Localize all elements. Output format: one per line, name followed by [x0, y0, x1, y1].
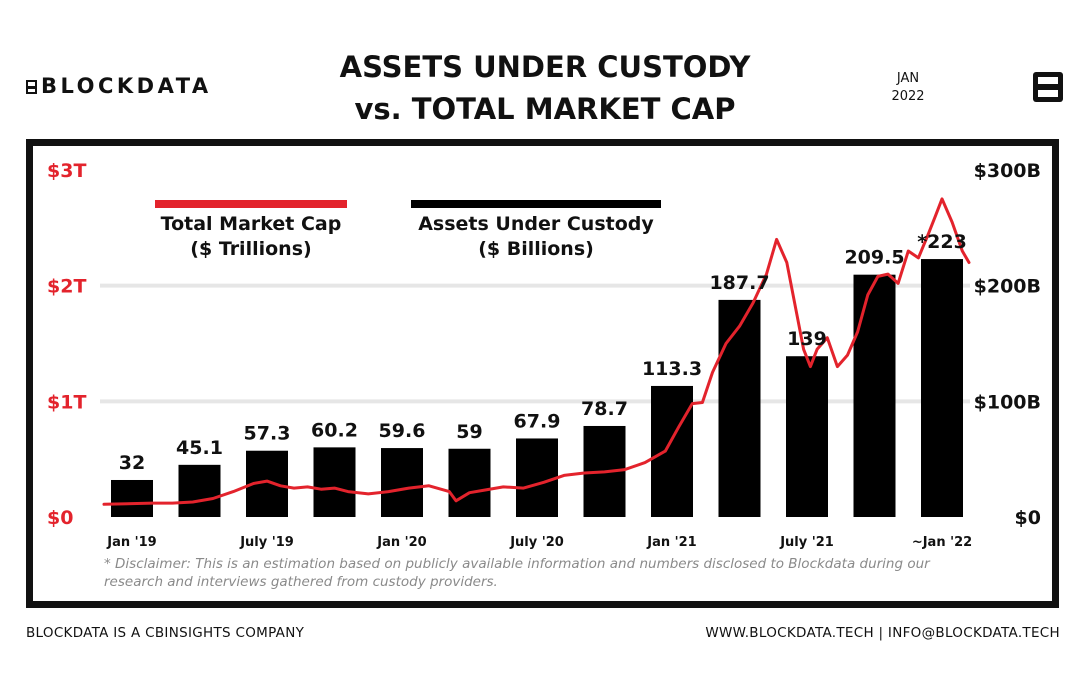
aum-bar-label: 67.9 [514, 410, 561, 432]
x-tick-label: July '20 [509, 535, 564, 550]
aum-bars [111, 259, 963, 517]
market-cap-line-layer [102, 197, 971, 506]
aum-bar [516, 438, 558, 517]
x-tick-label: ~Jan '22 [912, 535, 972, 550]
legend-label-market-cap: Total Market Cap [161, 213, 342, 235]
report-date: JAN 2022 [880, 70, 936, 106]
left-axis-tick-label: $2T [47, 276, 86, 298]
legend-swatch-market-cap [155, 200, 347, 208]
left-axis: $0 $1T $2T $3T [47, 160, 86, 529]
legend-label-aum: Assets Under Custody [418, 213, 654, 235]
market-cap-line [102, 197, 971, 506]
date-month: JAN [896, 71, 920, 86]
right-axis-tick-label: $300B [974, 160, 1041, 182]
aum-bar [651, 385, 693, 517]
aum-bar-label: 57.3 [244, 423, 291, 445]
x-axis-ticks: Jan '19 July '19 Jan '20 July '20 Jan '21 Jul… [106, 535, 972, 550]
blockdata-logo: BLOCKDATA [26, 74, 212, 98]
aum-bar-label: 60.2 [311, 419, 358, 441]
footer-company: BLOCKDATA IS A CBINSIGHTS COMPANY [26, 625, 305, 641]
legend-swatch-aum [411, 200, 661, 208]
aum-bar [448, 448, 491, 517]
logo-text: BLOCKDATA [41, 74, 212, 98]
x-tick-label: July '19 [239, 535, 294, 550]
aum-bar [178, 464, 221, 517]
aum-bar [921, 259, 963, 517]
right-axis-tick-label: $100B [974, 391, 1041, 413]
aum-bar-label: *223 [917, 231, 967, 253]
x-tick-label: Jan '21 [646, 535, 696, 550]
aum-bar [381, 448, 423, 517]
right-axis-tick-label: $200B [974, 276, 1041, 298]
left-axis-tick-label: $0 [47, 507, 73, 529]
left-axis-tick-label: $1T [47, 391, 86, 413]
grid-layer [100, 283, 970, 404]
footer-contact: WWW.BLOCKDATA.TECH | INFO@BLOCKDATA.TECH [705, 625, 1060, 641]
aum-bar-label: 59 [456, 421, 482, 443]
date-year: 2022 [891, 89, 925, 104]
title-line-2: vs. TOTAL MARKET CAP [354, 92, 736, 126]
blockdata-mark-icon [26, 80, 37, 94]
aum-bar-label: 59.6 [379, 420, 426, 442]
aum-bar-label: 113.3 [642, 358, 702, 380]
legend-unit-aum: ($ Billions) [478, 238, 594, 260]
title-line-1: ASSETS UNDER CUSTODY [339, 50, 751, 84]
aum-bar-labels: 32 45.1 57.3 60.2 59.6 59 67.9 78.7 113.3 187.7 13… [119, 231, 967, 474]
chart-frame [26, 139, 1059, 608]
blockdata-corner-icon [1033, 72, 1063, 102]
aum-bar-label: 139 [787, 328, 827, 350]
aum-bar [313, 447, 356, 517]
aum-bar-label: 187.7 [709, 272, 769, 294]
left-axis-tick-label: $3T [47, 160, 86, 182]
aum-bar [718, 299, 761, 517]
aum-bar [786, 356, 828, 517]
aum-bar-label: 32 [119, 452, 145, 474]
aum-bar-label: 209.5 [844, 247, 904, 269]
x-tick-label: Jan '19 [106, 535, 156, 550]
legend: Total Market Cap ($ Trillions) Assets Un… [155, 200, 661, 260]
page-title: ASSETS UNDER CUSTODY vs. TOTAL MARKET CA… [290, 46, 800, 130]
aum-bar [853, 274, 896, 517]
disclaimer-text: * Disclaimer: This is an estimation base… [104, 556, 930, 590]
legend-unit-market-cap: ($ Trillions) [190, 238, 311, 260]
aum-bar-label: 45.1 [176, 437, 223, 459]
aum-bar-label: 78.7 [581, 398, 628, 420]
right-axis-tick-label: $0 [1015, 507, 1041, 529]
x-tick-label: Jan '20 [376, 535, 426, 550]
aum-bar [111, 479, 153, 517]
x-tick-label: July '21 [779, 535, 834, 550]
right-axis: $0 $100B $200B $300B [974, 160, 1041, 529]
